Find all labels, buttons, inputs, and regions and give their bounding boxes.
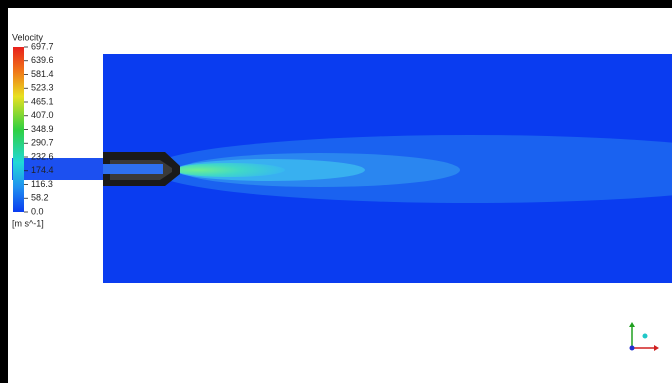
legend-label: 0.0 — [31, 206, 44, 216]
legend-title: Velocity — [12, 32, 44, 42]
legend-label: 232.6 — [31, 151, 54, 161]
legend-label: 523.3 — [31, 83, 54, 93]
legend-label: 290.7 — [31, 138, 54, 148]
legend-label: 697.7 — [31, 41, 54, 51]
legend-label: 116.3 — [31, 179, 53, 189]
inlet-pipe — [12, 158, 104, 180]
plume-core — [175, 163, 285, 177]
legend-unit: [m s^-1] — [12, 218, 44, 228]
legend-label: 58.2 — [31, 193, 49, 203]
legend-label: 639.6 — [31, 55, 54, 65]
axis-triad — [629, 322, 659, 351]
legend-label: 407.0 — [31, 110, 54, 120]
legend-label: 174.4 — [31, 165, 54, 175]
legend-label: 465.1 — [31, 96, 54, 106]
nozzle-flow — [103, 164, 163, 174]
legend-label: 581.4 — [31, 69, 54, 79]
color-bar — [13, 47, 24, 212]
legend-label: 348.9 — [31, 124, 54, 134]
